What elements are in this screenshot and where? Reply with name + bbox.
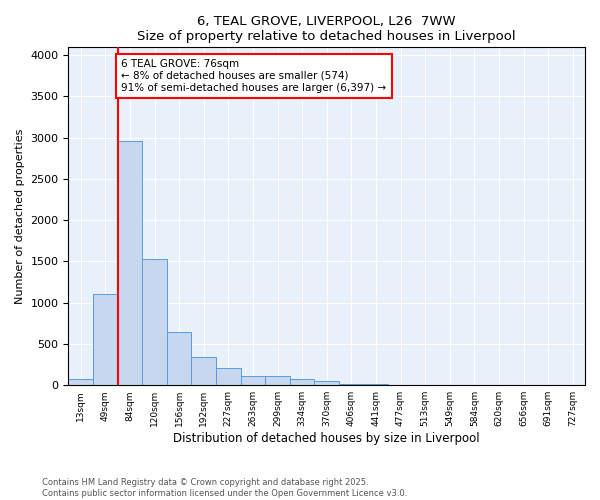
X-axis label: Distribution of detached houses by size in Liverpool: Distribution of detached houses by size …: [173, 432, 480, 445]
Bar: [339, 384, 364, 385]
Text: Contains HM Land Registry data © Crown copyright and database right 2025.
Contai: Contains HM Land Registry data © Crown c…: [42, 478, 407, 498]
Bar: [290, 379, 314, 385]
Title: 6, TEAL GROVE, LIVERPOOL, L26  7WW
Size of property relative to detached houses : 6, TEAL GROVE, LIVERPOOL, L26 7WW Size o…: [137, 15, 516, 43]
Bar: [93, 294, 118, 385]
Bar: [265, 376, 290, 385]
Bar: [118, 141, 142, 385]
Bar: [364, 384, 388, 385]
Y-axis label: Number of detached properties: Number of detached properties: [15, 128, 25, 304]
Bar: [191, 357, 216, 385]
Bar: [216, 368, 241, 385]
Text: 6 TEAL GROVE: 76sqm
← 8% of detached houses are smaller (574)
91% of semi-detach: 6 TEAL GROVE: 76sqm ← 8% of detached hou…: [121, 60, 386, 92]
Bar: [241, 376, 265, 385]
Bar: [68, 379, 93, 385]
Bar: [142, 259, 167, 385]
Bar: [167, 332, 191, 385]
Bar: [314, 382, 339, 385]
